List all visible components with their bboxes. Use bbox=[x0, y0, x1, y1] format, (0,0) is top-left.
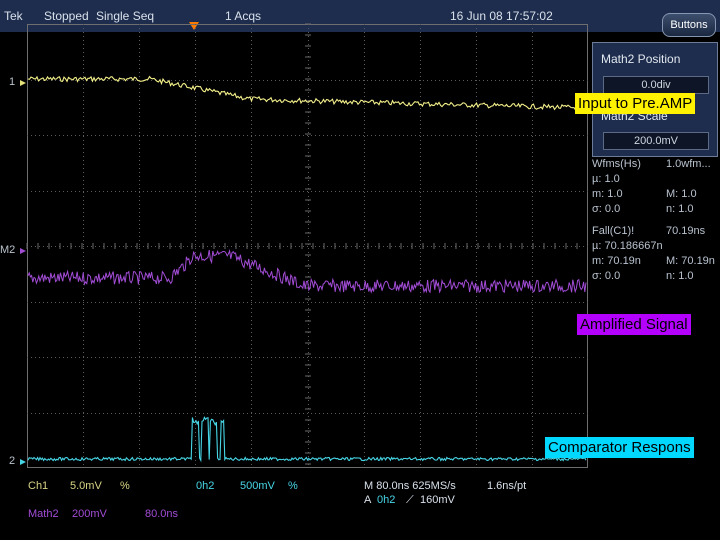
trigger-source[interactable]: 0h2 bbox=[377, 494, 396, 506]
math2-scale[interactable]: 200mV bbox=[72, 508, 107, 520]
acq-count: 1 Acqs bbox=[225, 9, 262, 23]
m2-arrow-icon bbox=[20, 248, 26, 254]
fall-max: M: 70.19n bbox=[666, 255, 715, 267]
ch1-coupling: % bbox=[120, 480, 130, 492]
fall-mean: µ: 70.186667n bbox=[592, 240, 663, 252]
wfms-sigma: σ: 0.0 bbox=[592, 203, 621, 215]
ch1-label[interactable]: Ch1 bbox=[28, 480, 49, 492]
status-bar: Tek Stopped Single Seq 1 Acqs 16 Jun 08 … bbox=[0, 0, 720, 32]
ch2-coupling: % bbox=[288, 480, 298, 492]
ch2-arrow-icon bbox=[20, 459, 26, 465]
ch2-level-marker[interactable]: 2 bbox=[9, 455, 16, 467]
math2-label[interactable]: Math2 bbox=[28, 508, 59, 520]
annotation-input: Input to Pre.AMP bbox=[575, 93, 696, 114]
wfms-count: n: 1.0 bbox=[666, 203, 694, 215]
acq-status: Stopped bbox=[44, 9, 89, 23]
wfms-label: Wfms(Hs) bbox=[592, 158, 641, 170]
trigger-slope-icon: ⟋ bbox=[406, 494, 414, 506]
wfms-mean: µ: 1.0 bbox=[592, 173, 620, 185]
trigger-position-marker[interactable] bbox=[189, 22, 199, 30]
acq-mode: Single Seq bbox=[96, 9, 155, 23]
ch1-trace bbox=[27, 75, 587, 112]
wfms-max: M: 1.0 bbox=[666, 188, 697, 200]
sample-interval: 1.6ns/pt bbox=[487, 480, 527, 492]
brand-label: Tek bbox=[4, 9, 23, 23]
fall-sigma: σ: 0.0 bbox=[592, 270, 621, 282]
math2-position-title: Math2 Position bbox=[601, 52, 681, 66]
math2-time: 80.0ns bbox=[145, 508, 179, 520]
m2-level-marker[interactable]: M2 bbox=[0, 244, 16, 256]
ch2-trace bbox=[27, 416, 587, 463]
fall-label: Fall(C1)! bbox=[592, 225, 635, 237]
timebase-readout[interactable]: M 80.0ns 625MS/s bbox=[364, 480, 456, 492]
buttons-button[interactable]: Buttons bbox=[662, 13, 716, 37]
math2-trace bbox=[27, 249, 587, 294]
fall-min: m: 70.19n bbox=[592, 255, 641, 267]
wfms-value: 1.0wfm... bbox=[666, 158, 711, 170]
fall-count: n: 1.0 bbox=[666, 270, 694, 282]
trigger-level[interactable]: 160mV bbox=[420, 494, 455, 506]
fall-value: 70.19ns bbox=[666, 225, 706, 237]
math2-position-value[interactable]: 0.0div bbox=[603, 76, 709, 94]
math2-scale-value[interactable]: 200.0mV bbox=[603, 132, 709, 150]
graticule-lines bbox=[26, 23, 588, 465]
ch1-level-marker[interactable]: 1 bbox=[9, 76, 16, 88]
ch2-label[interactable]: 0h2 bbox=[196, 480, 215, 492]
trigger-a-label: A bbox=[364, 494, 372, 506]
ch2-scale[interactable]: 500mV bbox=[240, 480, 275, 492]
ch1-scale[interactable]: 5.0mV bbox=[70, 480, 102, 492]
annotation-comparator: Comparator Respons bbox=[545, 437, 694, 458]
ch1-arrow-icon bbox=[20, 80, 26, 86]
wfms-min: m: 1.0 bbox=[592, 188, 623, 200]
datetime: 16 Jun 08 17:57:02 bbox=[450, 9, 553, 23]
annotation-amplified: Amplified Signal bbox=[577, 314, 691, 335]
